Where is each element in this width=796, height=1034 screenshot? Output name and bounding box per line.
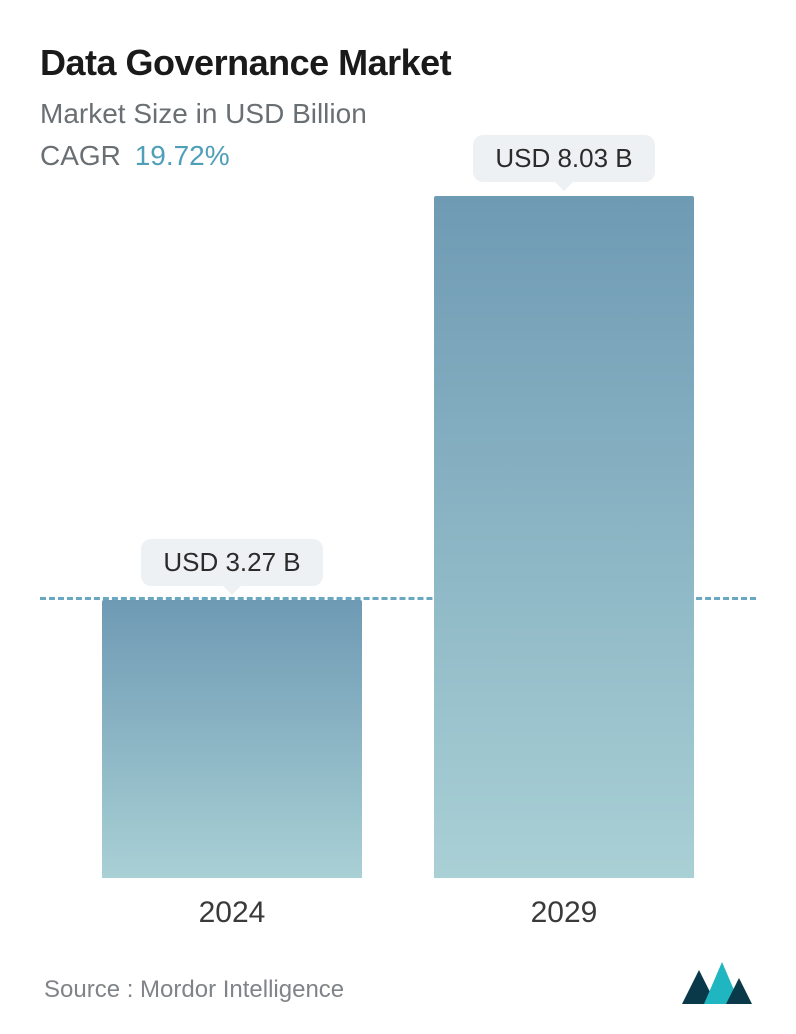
brand-logo-icon <box>682 960 752 1004</box>
x-axis-label: 2029 <box>434 896 694 930</box>
bar-value-badge: USD 8.03 B <box>473 135 654 182</box>
chart-title: Data Governance Market <box>40 42 756 84</box>
bars-group: USD 3.27 BUSD 8.03 B <box>40 180 756 878</box>
bar-value-badge: USD 3.27 B <box>141 539 322 586</box>
x-axis-label: 2024 <box>102 896 362 930</box>
cagr-label: CAGR <box>40 140 121 171</box>
x-axis: 2024 2029 <box>40 878 756 930</box>
chart-footer: Source : Mordor Intelligence <box>40 930 756 1034</box>
bar-column: USD 8.03 B <box>434 135 694 878</box>
bar-rect <box>102 600 362 878</box>
source-attribution: Source : Mordor Intelligence <box>44 976 344 1004</box>
chart-subtitle: Market Size in USD Billion <box>40 98 756 130</box>
chart-container: Data Governance Market Market Size in US… <box>0 0 796 1034</box>
chart-plot-area: USD 3.27 BUSD 8.03 B <box>40 180 756 878</box>
cagr-value: 19.72% <box>135 140 230 171</box>
bar-rect <box>434 196 694 878</box>
bar-column: USD 3.27 B <box>102 539 362 878</box>
